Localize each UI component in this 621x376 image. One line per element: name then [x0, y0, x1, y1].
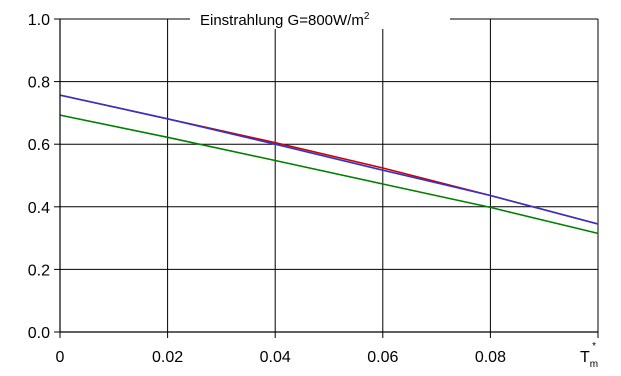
series-lines	[59, 94, 599, 235]
x-axis-label-sub: m	[590, 359, 598, 370]
y-tick-label: 0.0	[28, 325, 50, 342]
x-axis-label-main: T	[580, 349, 590, 366]
x-tick-label: 0.08	[475, 349, 506, 366]
y-tick-label: 0.8	[28, 75, 50, 92]
series-line-2	[59, 94, 599, 225]
tick-labels: 0.0 0.2 0.4 0.6 0.8 1.0 0 0.02 0.04 0.06 0.08	[28, 12, 506, 366]
x-tick-label: 0.04	[260, 349, 291, 366]
series-line-3	[59, 114, 599, 235]
y-tick-label: 1.0	[28, 12, 50, 29]
chart-title-background	[190, 9, 450, 29]
chart-title-text: Einstrahlung G=800W/m	[200, 12, 364, 29]
y-tick-label: 0.6	[28, 137, 50, 154]
x-tick-label: 0.06	[367, 349, 398, 366]
axes	[54, 18, 599, 338]
y-tick-label: 0.2	[28, 262, 50, 279]
x-tick-label: 0.02	[152, 349, 183, 366]
chart-title-superscript: 2	[364, 11, 370, 22]
chart-title: Einstrahlung G=800W/m2	[200, 11, 370, 29]
x-axis-label: Tm *	[580, 341, 598, 370]
y-tick-label: 0.4	[28, 200, 50, 217]
x-tick-label: 0	[56, 349, 65, 366]
x-axis-label-sup: *	[592, 341, 596, 352]
plot-area	[60, 19, 598, 332]
